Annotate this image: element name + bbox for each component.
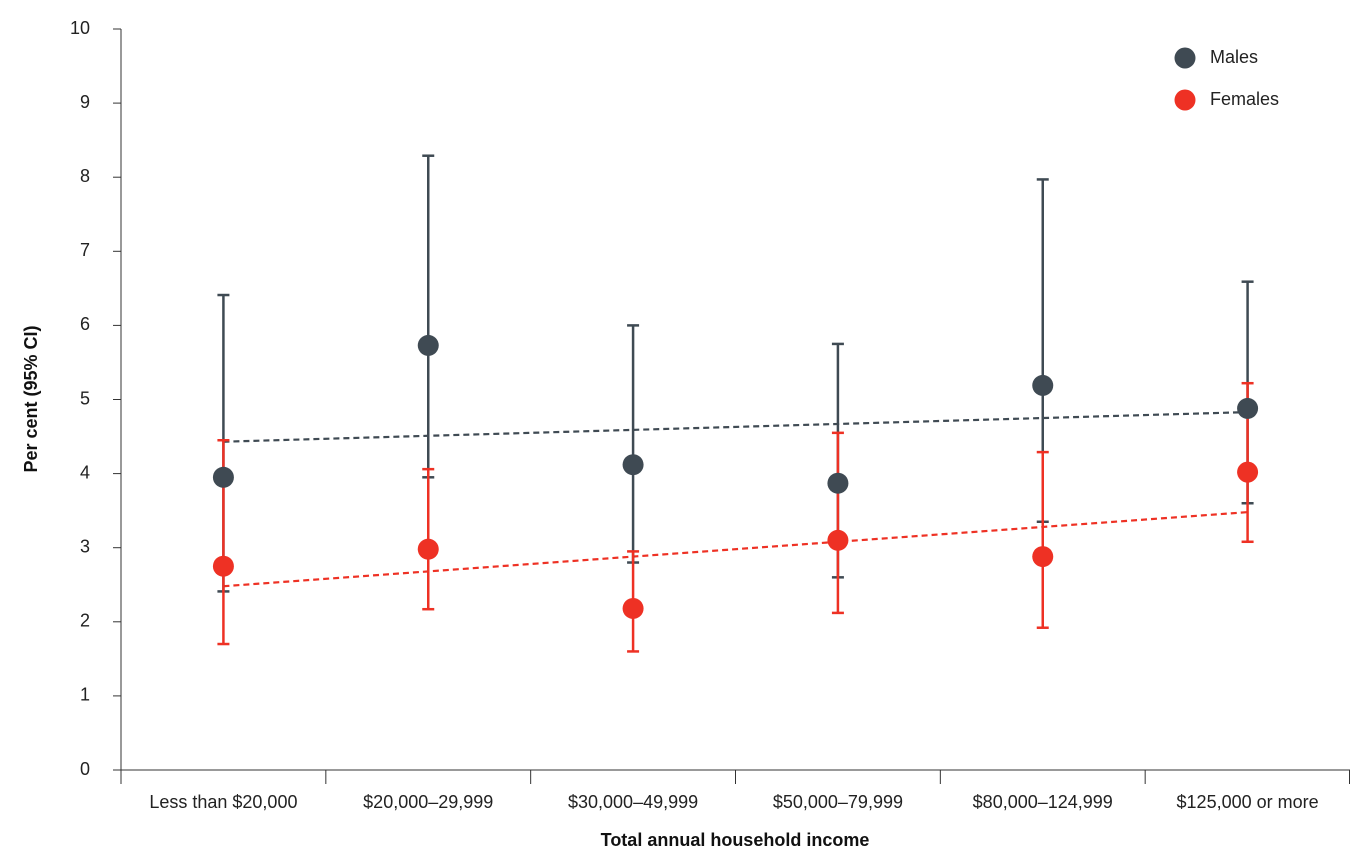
y-tick-label: 7	[80, 240, 90, 260]
x-category-label: $80,000–124,999	[973, 792, 1113, 812]
x-category-label: $50,000–79,999	[773, 792, 903, 812]
data-point	[1237, 461, 1259, 483]
y-tick-label: 0	[80, 759, 90, 779]
legend-label: Females	[1210, 89, 1279, 109]
legend: Males Females	[1174, 47, 1279, 111]
y-tick-label: 9	[80, 92, 90, 112]
data-point	[622, 454, 644, 476]
data-point	[417, 334, 439, 356]
trend-lines	[223, 410, 1248, 588]
data-point	[212, 555, 234, 577]
y-tick-label: 8	[80, 166, 90, 186]
y-tick-label: 3	[80, 536, 90, 556]
legend-marker	[1174, 47, 1196, 69]
x-axis: Less than $20,000 $20,000–29,999 $30,000–4…	[120, 769, 1350, 812]
x-category-label: Less than $20,000	[149, 792, 297, 812]
data-point	[1237, 397, 1259, 419]
y-tick-label: 10	[70, 18, 90, 38]
legend-marker	[1174, 89, 1196, 111]
y-tick-label: 1	[80, 685, 90, 705]
data-point	[417, 538, 439, 560]
x-axis-title: Total annual household income	[601, 830, 870, 850]
error-bars	[217, 154, 1254, 653]
trend-line	[223, 511, 1248, 588]
data-point	[827, 529, 849, 551]
points	[212, 334, 1259, 619]
data-point	[827, 472, 849, 494]
data-point	[212, 466, 234, 488]
x-category-label: $125,000 or more	[1177, 792, 1319, 812]
data-point	[1032, 374, 1054, 396]
y-tick-label: 5	[80, 388, 90, 408]
x-category-label: $30,000–49,999	[568, 792, 698, 812]
y-axis-title: Per cent (95% CI)	[21, 325, 41, 472]
trend-line	[223, 410, 1248, 443]
data-point	[1032, 546, 1054, 568]
y-tick-label: 4	[80, 462, 90, 482]
y-axis: 0 1 2 3 4 5 6 7 8 9 10	[70, 18, 122, 779]
x-category-label: $20,000–29,999	[363, 792, 493, 812]
y-tick-label: 2	[80, 611, 90, 631]
y-tick-label: 6	[80, 314, 90, 334]
legend-label: Males	[1210, 47, 1258, 67]
data-point	[622, 597, 644, 619]
